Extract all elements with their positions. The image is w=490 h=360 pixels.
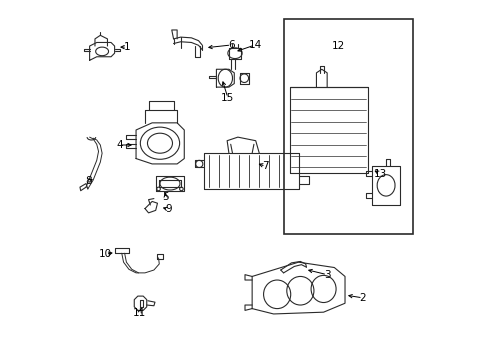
Text: 15: 15 [221,93,235,103]
Text: 3: 3 [324,270,330,280]
Text: 10: 10 [99,249,112,259]
Text: 6: 6 [228,40,235,50]
Text: 14: 14 [248,40,262,50]
Text: 9: 9 [165,204,172,214]
Text: 7: 7 [263,161,269,171]
Text: 13: 13 [373,168,387,179]
Text: 2: 2 [360,293,366,303]
Text: 8: 8 [85,176,92,186]
Text: 5: 5 [162,192,169,202]
Text: 4: 4 [116,140,122,150]
Text: 11: 11 [133,308,146,318]
Text: 1: 1 [124,42,130,52]
Bar [284,19,413,234]
Text: 12: 12 [332,41,345,51]
